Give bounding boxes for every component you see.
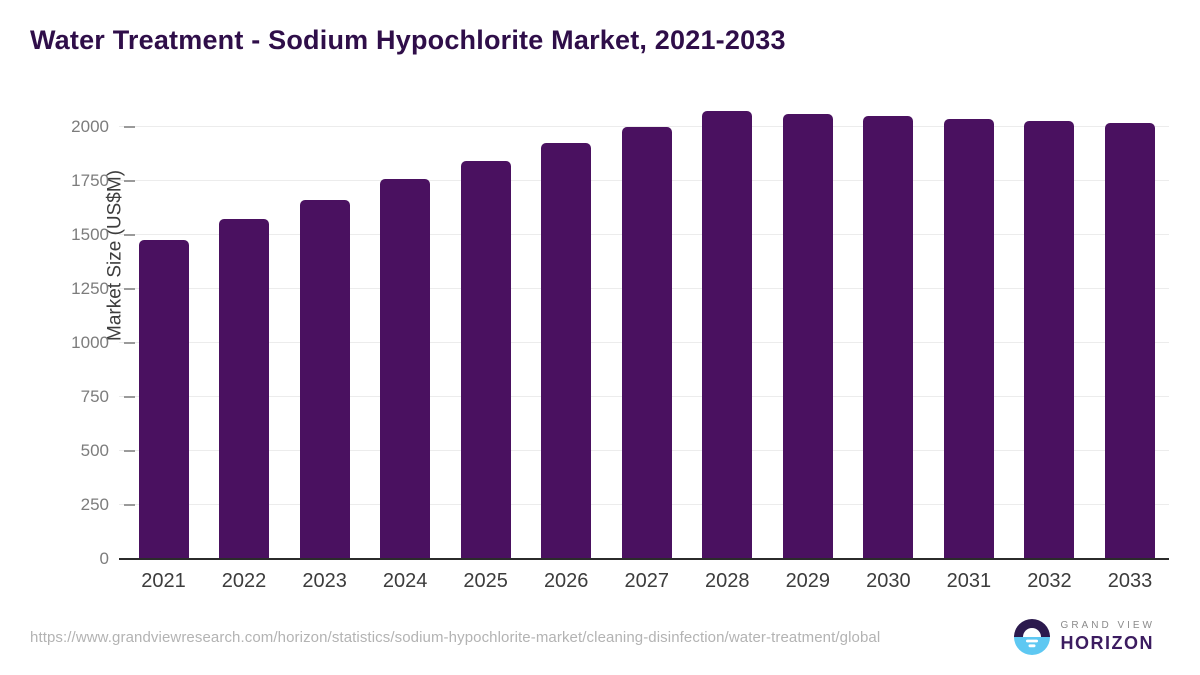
x-tick-label-2022: 2022 [221,570,267,592]
x-axis-line [119,558,1169,560]
bar-2025[interactable] [460,161,511,559]
bar-2031[interactable] [943,119,994,559]
footer: https://www.grandviewresearch.com/horizo… [30,612,1155,662]
x-tick-label-2029: 2029 [785,570,831,592]
y-tick-mark-1250 [124,288,135,290]
y-tick-mark-1750 [124,180,135,182]
x-tick-label-2033: 2033 [1107,570,1153,592]
bar-2033[interactable] [1104,123,1155,559]
y-tick-mark-1500 [124,234,135,236]
bar-2024[interactable] [380,179,431,559]
bar-2021[interactable] [138,240,189,559]
x-tick-label-2032: 2032 [1027,570,1072,592]
gridline-2000 [119,126,1169,127]
x-tick-label-2023: 2023 [302,570,347,592]
bar-2029[interactable] [782,114,833,559]
y-tick-label-1500: 1500 [71,225,109,244]
y-tick-mark-500 [124,450,135,452]
x-tick-label-2028: 2028 [705,570,750,592]
bar-2028[interactable] [702,111,753,559]
bar-2027[interactable] [621,127,672,559]
horizon-sunset-circle-icon [1012,617,1052,657]
y-tick-mark-750 [124,396,135,398]
y-tick-mark-250 [124,504,135,506]
chart-title: Water Treatment - Sodium Hypochlorite Ma… [30,25,786,55]
bar-2022[interactable] [219,219,270,559]
y-tick-label-750: 750 [80,387,109,406]
y-tick-label-0: 0 [99,549,109,568]
x-tick-label-2026: 2026 [543,570,589,592]
x-tick-label-2031: 2031 [946,570,992,592]
y-tick-label-1750: 1750 [71,171,109,190]
y-tick-mark-2000 [124,126,135,128]
logo-text-horizon: HORIZON [1060,633,1155,653]
grand-view-horizon-logo[interactable]: GRAND VIEW HORIZON [1012,617,1155,657]
logo-text-grand-view: GRAND VIEW [1060,620,1155,631]
x-tick-label-2025: 2025 [463,570,508,592]
y-tick-label-1000: 1000 [71,333,109,352]
bar-2030[interactable] [863,116,914,559]
x-tick-label-2027: 2027 [624,570,669,592]
y-tick-label-500: 500 [80,441,109,460]
bar-2032[interactable] [1024,121,1075,559]
x-tick-label-2030: 2030 [866,570,911,592]
bar-2023[interactable] [299,200,350,559]
y-tick-label-2000: 2000 [71,117,109,136]
source-url: https://www.grandviewresearch.com/horizo… [30,628,881,646]
bar-2026[interactable] [541,143,592,559]
x-tick-label-2021: 2021 [141,570,186,592]
plot-area: 0 250 500 750 1000 1250 1500 1750 2000 2021 2022 20… [71,100,1169,592]
y-tick-mark-1000 [124,342,135,344]
y-tick-label-250: 250 [80,495,109,514]
y-tick-label-1250: 1250 [71,279,109,298]
x-tick-label-2024: 2024 [382,570,428,592]
logo-text: GRAND VIEW HORIZON [1061,620,1155,654]
